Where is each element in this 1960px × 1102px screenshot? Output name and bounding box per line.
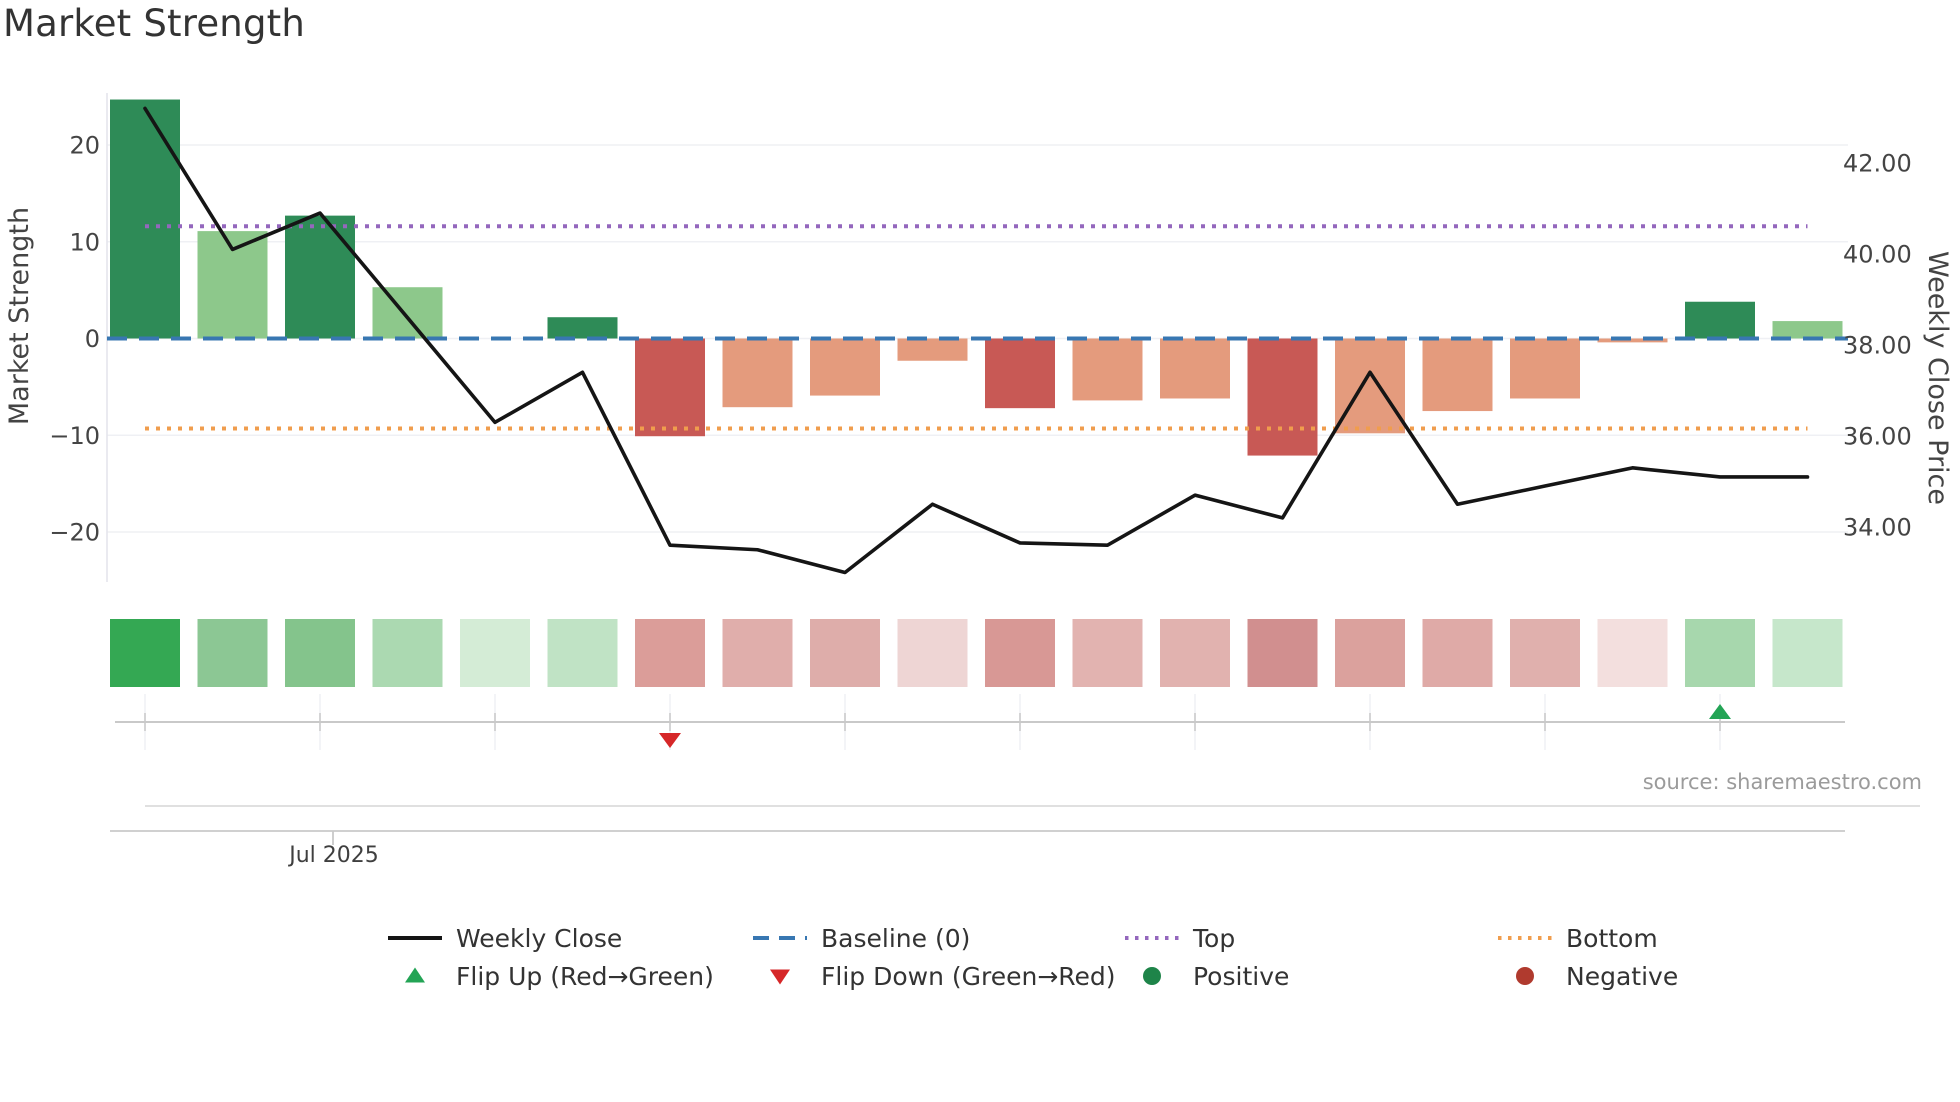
right-axis-tick-label: 36.00 xyxy=(1843,423,1912,451)
heatmap-cell[interactable] xyxy=(1422,619,1493,687)
heatmap-cell[interactable] xyxy=(1510,619,1580,687)
strength-bar[interactable] xyxy=(810,338,880,396)
heatmap-cell[interactable] xyxy=(1335,619,1405,687)
strength-bar[interactable] xyxy=(985,338,1055,409)
left-axis-title: Market Strength xyxy=(4,206,35,426)
negative-dot-icon xyxy=(1516,967,1534,985)
legend-item-bottom[interactable]: Bottom xyxy=(1494,923,1658,953)
heatmap-cell[interactable] xyxy=(810,619,880,687)
strength-bar[interactable] xyxy=(1685,301,1755,339)
heatmap-cell[interactable] xyxy=(1597,619,1668,687)
left-axis-tick-label: −20 xyxy=(49,519,100,547)
legend-item-positive[interactable]: Positive xyxy=(1121,961,1289,991)
bottom-dotted-icon xyxy=(1498,936,1552,940)
heatmap-cell[interactable] xyxy=(1685,619,1755,687)
strength-bar[interactable] xyxy=(722,338,793,408)
flip-down-marker[interactable] xyxy=(659,733,681,748)
flip-down-triangle-icon xyxy=(770,969,790,985)
legend-label: Positive xyxy=(1193,961,1290,991)
strength-bar[interactable] xyxy=(547,317,618,339)
right-axis-tick-label: 42.00 xyxy=(1843,150,1912,178)
legend-label: Top xyxy=(1193,923,1236,953)
strength-bar[interactable] xyxy=(635,338,705,437)
left-axis-tick-label: 0 xyxy=(85,325,100,353)
heatmap-cell[interactable] xyxy=(197,619,268,687)
heatmap-cell[interactable] xyxy=(722,619,793,687)
strength-bar[interactable] xyxy=(285,215,355,339)
flip-up-triangle-icon xyxy=(405,967,425,983)
heatmap-cell[interactable] xyxy=(110,619,180,687)
heatmap-cell[interactable] xyxy=(1072,619,1143,687)
right-axis-tick-label: 34.00 xyxy=(1843,514,1912,542)
weekly-close-line[interactable] xyxy=(143,106,1810,575)
legend-label: Flip Up (Red→Green) xyxy=(456,961,714,991)
weekly-close-line-icon xyxy=(388,936,442,940)
heatmap-cell[interactable] xyxy=(635,619,705,687)
legend-item-weekly-close[interactable]: Weekly Close xyxy=(384,923,622,953)
legend-label: Negative xyxy=(1566,961,1679,991)
heatmap-cell[interactable] xyxy=(1772,619,1843,687)
right-axis-tick-label: 40.00 xyxy=(1843,241,1912,269)
legend-label: Weekly Close xyxy=(456,923,623,953)
strength-bar[interactable] xyxy=(1072,338,1143,401)
legend-label: Baseline (0) xyxy=(821,923,971,953)
legend-item-flip-up[interactable]: Flip Up (Red→Green) xyxy=(384,961,714,991)
heatmap-cell[interactable] xyxy=(547,619,618,687)
heatmap-cell[interactable] xyxy=(897,619,968,687)
legend-label: Bottom xyxy=(1566,923,1658,953)
source-note: source: sharemaestro.com xyxy=(1642,770,1922,794)
chart-title: Market Strength xyxy=(3,2,305,45)
legend-item-negative[interactable]: Negative xyxy=(1494,961,1678,991)
strength-bar[interactable] xyxy=(372,287,443,339)
strength-bar[interactable] xyxy=(1772,321,1843,339)
legend-label: Flip Down (Green→Red) xyxy=(821,961,1116,991)
strength-bar[interactable] xyxy=(110,99,180,339)
left-axis-tick-label: 10 xyxy=(69,228,100,256)
x-axis-tick-label: Jul 2025 xyxy=(289,843,379,868)
legend-item-baseline[interactable]: Baseline (0) xyxy=(749,923,970,953)
right-axis-tick-label: 38.00 xyxy=(1843,332,1912,360)
heatmap-cell[interactable] xyxy=(285,619,355,687)
positive-dot-icon xyxy=(1143,967,1161,985)
strength-bar[interactable] xyxy=(1422,338,1493,412)
baseline-dash-icon xyxy=(753,936,807,940)
left-axis-tick-label: −10 xyxy=(49,422,100,450)
flip-up-marker[interactable] xyxy=(1709,704,1731,719)
legend-item-flip-down[interactable]: Flip Down (Green→Red) xyxy=(749,961,1116,991)
strength-bar[interactable] xyxy=(1510,338,1580,399)
heatmap-cell[interactable] xyxy=(1160,619,1230,687)
left-axis-tick-label: 20 xyxy=(69,132,100,160)
top-dotted-icon xyxy=(1125,936,1179,940)
strength-bar[interactable] xyxy=(1335,338,1405,434)
heatmap-cell[interactable] xyxy=(1247,619,1318,687)
heatmap-cell[interactable] xyxy=(985,619,1055,687)
legend-item-top[interactable]: Top xyxy=(1121,923,1235,953)
strength-bar[interactable] xyxy=(1160,338,1230,399)
right-axis-title: Weekly Close Price xyxy=(1922,250,1953,506)
strength-bar[interactable] xyxy=(1597,338,1668,343)
strength-bar[interactable] xyxy=(897,338,968,361)
heatmap-cell[interactable] xyxy=(372,619,443,687)
strength-bar[interactable] xyxy=(1247,338,1318,456)
heatmap-cell[interactable] xyxy=(460,619,530,687)
